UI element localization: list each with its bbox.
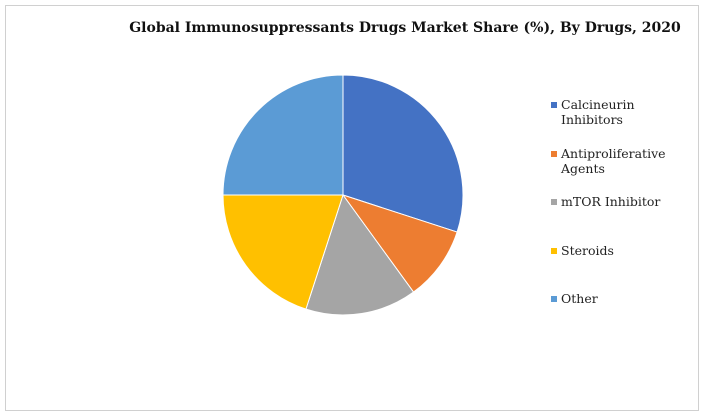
legend-label: Antiproliferative Agents xyxy=(561,145,666,176)
legend-swatch xyxy=(551,150,557,157)
chart-title: Global Immunosuppressants Drugs Market S… xyxy=(129,20,681,36)
legend-label: Steroids xyxy=(561,242,614,258)
pie-slice xyxy=(222,74,344,196)
legend-swatch xyxy=(551,102,557,108)
pie-slice xyxy=(222,194,344,310)
legend-swatch xyxy=(551,247,557,254)
legend-label: mTOR Inhibitor xyxy=(561,194,661,209)
legend-swatch xyxy=(551,199,557,205)
chart-frame xyxy=(5,5,699,411)
legend-swatch xyxy=(551,296,557,302)
legend-label: Other xyxy=(561,291,598,306)
pie-slice xyxy=(305,193,415,316)
pie-slice xyxy=(342,74,464,233)
legend-label: Calcineurin Inhibitors xyxy=(561,97,635,127)
pie-slice xyxy=(341,194,458,293)
